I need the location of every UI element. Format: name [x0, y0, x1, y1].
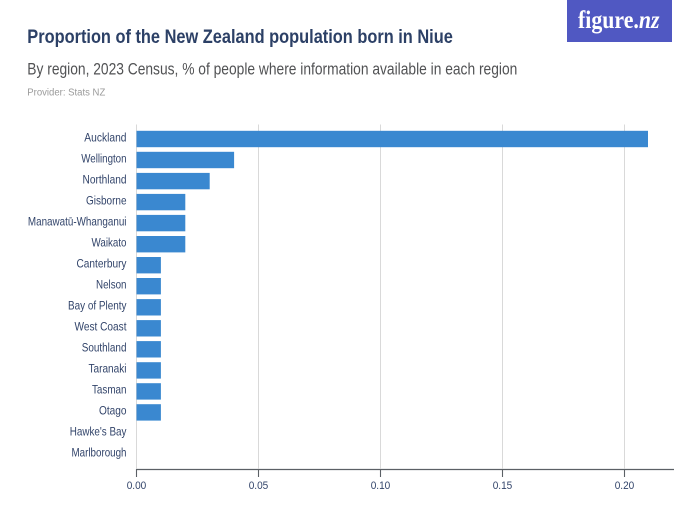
- svg-text:Canterbury: Canterbury: [77, 257, 128, 271]
- svg-text:Proportion of the New Zealand: Proportion of the New Zealand population…: [27, 27, 453, 48]
- svg-text:Tasman: Tasman: [92, 383, 127, 397]
- svg-text:Manawatū-Whanganui: Manawatū-Whanganui: [28, 215, 127, 229]
- svg-text:Otago: Otago: [99, 404, 127, 418]
- svg-text:0.10: 0.10: [371, 480, 391, 492]
- svg-text:Gisborne: Gisborne: [86, 194, 127, 208]
- svg-text:Auckland: Auckland: [84, 131, 126, 145]
- svg-text:0.05: 0.05: [249, 480, 269, 492]
- svg-text:Provider: Stats NZ: Provider: Stats NZ: [27, 88, 105, 99]
- svg-text:Marlborough: Marlborough: [72, 446, 127, 460]
- svg-text:Hawke's Bay: Hawke's Bay: [70, 425, 127, 439]
- svg-text:Southland: Southland: [82, 341, 127, 355]
- svg-text:0.00: 0.00: [127, 480, 147, 492]
- svg-text:By region, 2023 Census, % of p: By region, 2023 Census, % of people wher…: [27, 59, 517, 78]
- svg-text:Taranaki: Taranaki: [89, 362, 127, 376]
- svg-text:Waikato: Waikato: [92, 236, 127, 250]
- svg-text:0.15: 0.15: [493, 480, 513, 492]
- svg-text:figure.nz: figure.nz: [578, 7, 660, 34]
- svg-text:Nelson: Nelson: [96, 278, 127, 292]
- svg-text:Northland: Northland: [83, 173, 127, 187]
- svg-text:West Coast: West Coast: [75, 320, 127, 334]
- svg-text:0.20: 0.20: [615, 480, 635, 492]
- svg-text:Bay of Plenty: Bay of Plenty: [68, 299, 127, 313]
- svg-text:Wellington: Wellington: [81, 152, 126, 166]
